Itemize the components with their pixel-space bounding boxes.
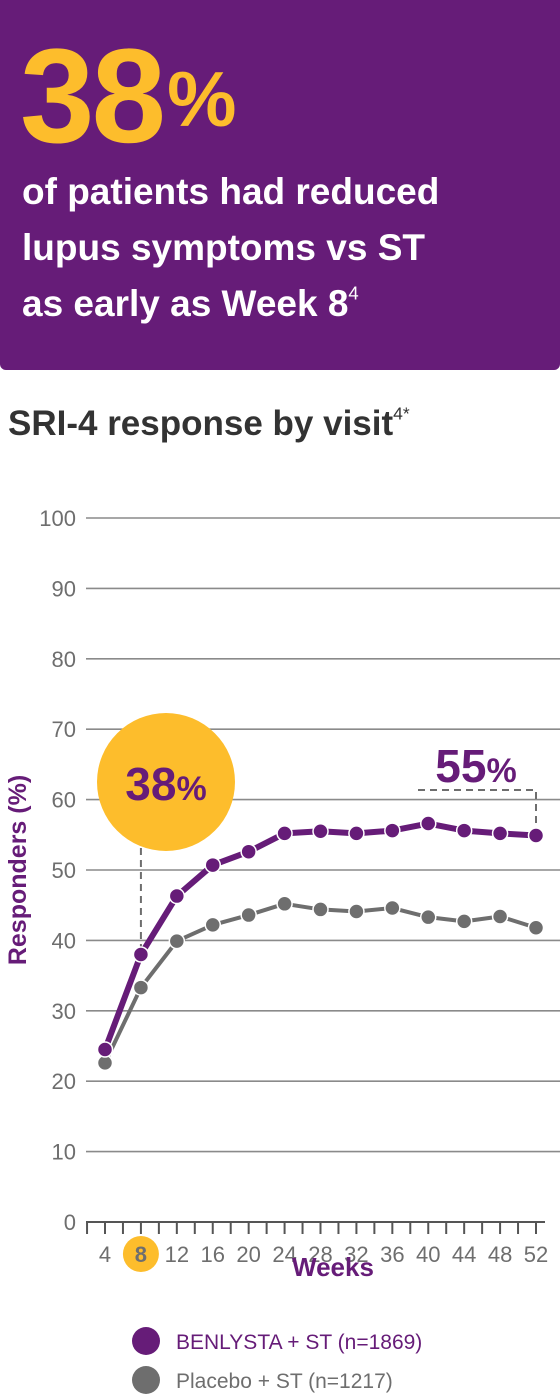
data-point-benlysta-week-36 (384, 822, 401, 839)
y-tick-20: 20 (52, 1069, 76, 1094)
hero-line-2: lupus symptoms vs ST (22, 227, 425, 268)
annotations: 38% 55% (97, 713, 537, 955)
legend-label-placebo: Placebo + ST (n=1217) (176, 1370, 393, 1393)
data-point-placebo-week-52 (527, 919, 545, 936)
hero-footnote: 4 (348, 282, 359, 304)
x-tick-16: 16 (201, 1242, 225, 1267)
x-tick-48: 48 (488, 1242, 512, 1267)
x-axis-label: Weeks (292, 1252, 374, 1282)
y-tick-40: 40 (52, 928, 76, 953)
data-point-placebo-week-40 (420, 908, 437, 926)
data-point-placebo-week-16 (204, 916, 221, 934)
callout-38-label: 38% (125, 758, 206, 810)
callout-55-bracket (418, 789, 537, 824)
data-point-benlysta-week-20 (240, 843, 257, 860)
hero-stat-value: 38 (20, 22, 166, 171)
data-point-benlysta-week-32 (348, 825, 365, 842)
x-tick-8: 8 (135, 1242, 147, 1267)
callout-38-circle (97, 713, 235, 851)
x-tick-28: 28 (308, 1242, 332, 1267)
x-tick-20: 20 (236, 1242, 260, 1267)
hero-description: of patients had reduced lupus symptoms v… (22, 164, 552, 332)
series-line-placebo (103, 901, 537, 1064)
y-tick-labels: 0 10 20 30 40 50 60 70 80 90 100 (39, 506, 76, 1235)
chart-title: SRI-4 response by visit4* (8, 403, 410, 443)
x-tick-24: 24 (272, 1242, 296, 1267)
y-tick-100: 100 (39, 506, 76, 531)
y-tick-70: 70 (52, 717, 76, 742)
x-tick-4: 4 (99, 1242, 111, 1267)
data-point-placebo-week-32 (348, 903, 365, 920)
data-point-benlysta-week-8 (132, 946, 150, 963)
legend-swatch-benlysta (132, 1327, 160, 1355)
data-point-placebo-week-12 (168, 932, 186, 950)
data-point-placebo-week-36 (384, 899, 401, 917)
series-line-benlysta (102, 820, 537, 1051)
y-tick-90: 90 (52, 576, 76, 601)
data-point-benlysta-week-24 (276, 825, 293, 842)
legend-label-benlysta: BENLYSTA + ST (n=1869) (176, 1331, 422, 1354)
y-tick-0: 0 (64, 1210, 76, 1235)
data-point-benlysta-week-16 (204, 856, 221, 874)
data-point-placebo-week-44 (455, 913, 473, 930)
data-point-benlysta-week-52 (527, 827, 545, 844)
y-tick-10: 10 (52, 1140, 76, 1165)
callout-55-label: 55% (435, 740, 516, 792)
y-tick-80: 80 (52, 647, 76, 672)
x-tick-12: 12 (165, 1242, 189, 1267)
y-tick-60: 60 (52, 788, 76, 813)
callout-55-unit: % (486, 752, 516, 790)
data-point-placebo-week-20 (240, 906, 257, 924)
data-point-benlysta-week-4 (96, 1041, 114, 1058)
data-point-placebo-week-24 (276, 895, 293, 913)
x-axis (86, 1221, 545, 1234)
x-tick-44: 44 (452, 1242, 476, 1267)
y-tick-50: 50 (52, 858, 76, 883)
x-tick-32: 32 (344, 1242, 368, 1267)
chart-title-footnote: 4* (393, 403, 410, 424)
y-tick-30: 30 (52, 999, 76, 1024)
hero-line-3: as early as Week 84 (22, 282, 359, 324)
data-point-benlysta-week-44 (455, 822, 473, 839)
x-tick-36: 36 (380, 1242, 404, 1267)
x-tick-highlight (122, 1236, 159, 1272)
x-tick-labels: 4 8 12 16 20 24 28 32 36 40 44 48 52 (99, 1236, 548, 1272)
legend-swatch-placebo (132, 1366, 160, 1394)
callout-38-unit: % (176, 770, 206, 808)
data-point-benlysta-week-48 (491, 825, 509, 842)
x-tick-52: 52 (524, 1242, 548, 1267)
hero-line-1: of patients had reduced (22, 171, 440, 212)
y-axis-label: Responders (%) (4, 775, 32, 965)
hero-banner: 38% of patients had reduced lupus sympto… (0, 0, 560, 370)
x-tick-40: 40 (416, 1242, 440, 1267)
data-point-benlysta-week-40 (420, 815, 437, 832)
data-point-placebo-week-48 (491, 908, 509, 925)
callout-55-value: 55 (435, 740, 486, 792)
hero-stat-unit: % (167, 55, 237, 143)
series (96, 815, 545, 1072)
data-point-benlysta-week-12 (168, 887, 186, 905)
callout-38-value: 38 (125, 758, 176, 810)
hero-stat: 38% (20, 30, 236, 164)
data-point-placebo-week-28 (312, 901, 329, 918)
legend: BENLYSTA + ST (n=1869) Placebo + ST (n=12… (132, 1327, 422, 1394)
data-point-placebo-week-8 (132, 979, 150, 996)
gridlines (86, 517, 560, 1153)
data-point-benlysta-week-28 (312, 823, 329, 840)
